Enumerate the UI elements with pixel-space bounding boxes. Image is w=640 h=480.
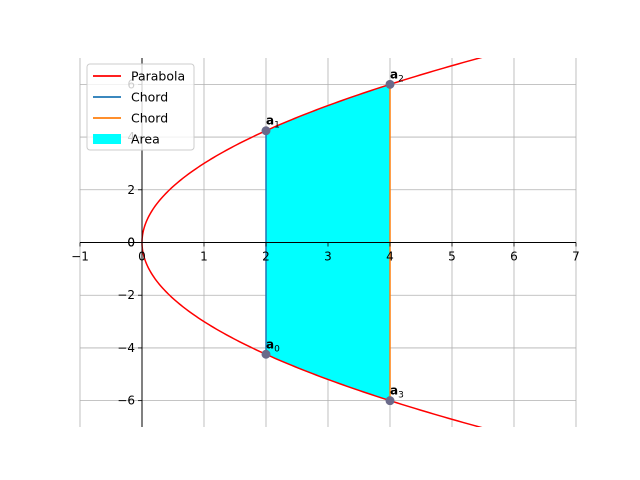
x-tick-label: 0 bbox=[138, 250, 146, 264]
x-tick-label: 7 bbox=[572, 250, 580, 264]
point-a0 bbox=[261, 349, 271, 359]
x-tick-label: 2 bbox=[262, 250, 270, 264]
legend-label: Chord bbox=[131, 111, 168, 126]
y-tick-label: −6 bbox=[117, 394, 135, 408]
y-tick-label: −4 bbox=[117, 341, 135, 355]
point-label: a2 bbox=[390, 67, 404, 84]
points-layer: a0 a1 a2 a3 bbox=[261, 67, 404, 406]
point-a1 bbox=[261, 126, 271, 136]
x-tick-label: −1 bbox=[71, 250, 89, 264]
x-tick-label: 1 bbox=[200, 250, 208, 264]
y-tick-label: 0 bbox=[127, 236, 135, 250]
y-tick-label: 0 bbox=[127, 236, 135, 250]
legend: Parabola Chord Chord Area bbox=[86, 63, 195, 151]
legend-label: Area bbox=[131, 132, 160, 147]
legend-label: Chord bbox=[131, 90, 168, 105]
point-label: a3 bbox=[390, 384, 404, 401]
y-tick-label: −2 bbox=[117, 288, 135, 302]
y-tick-label: 2 bbox=[127, 183, 135, 197]
legend-swatch bbox=[93, 134, 121, 144]
legend-label: Parabola bbox=[131, 69, 185, 84]
x-tick-label: 5 bbox=[448, 250, 456, 264]
x-tick-label: 6 bbox=[510, 250, 518, 264]
x-tick-label: 4 bbox=[386, 250, 394, 264]
point-a3 bbox=[385, 396, 395, 406]
point-label: a0 bbox=[266, 337, 280, 354]
legend-box bbox=[86, 63, 195, 151]
x-tick-label: 3 bbox=[324, 250, 332, 264]
point-a2 bbox=[385, 79, 395, 89]
point-label: a1 bbox=[266, 114, 280, 131]
